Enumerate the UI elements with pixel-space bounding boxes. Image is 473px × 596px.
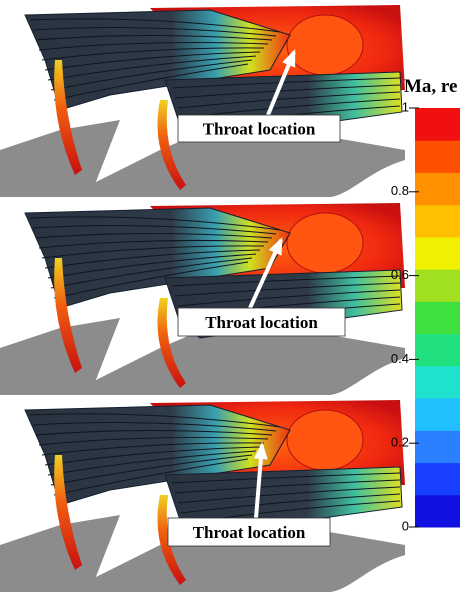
colorbar-tick-label: 0.2 xyxy=(391,435,409,450)
colorbar-band xyxy=(415,140,460,173)
colorbar-tick-label: 1 xyxy=(402,99,409,114)
annotation: Throat location xyxy=(193,523,306,542)
annotation: Throat location xyxy=(205,313,318,332)
throat-core xyxy=(287,15,363,75)
colorbar-band xyxy=(415,108,460,141)
colorbar-band xyxy=(415,430,460,463)
colorbar-band xyxy=(415,301,460,334)
colorbar-tick-label: 0.6 xyxy=(391,267,409,282)
colorbar-band xyxy=(415,398,460,431)
throat-core xyxy=(287,213,363,273)
colorbar-band xyxy=(415,463,460,496)
colorbar-band xyxy=(415,334,460,367)
colorbar-tick-label: 0.4 xyxy=(391,351,409,366)
annotation: Throat location xyxy=(203,120,316,139)
colorbar-band xyxy=(415,495,460,528)
colorbar-band xyxy=(415,172,460,205)
panel: Throat location xyxy=(0,5,405,197)
colorbar-title: Ma, re xyxy=(404,76,457,97)
figure: Ma, re Throat location Throat location Thr… xyxy=(0,0,473,596)
panel: Throat location xyxy=(0,400,405,592)
colorbar-band xyxy=(415,366,460,399)
colorbar-band xyxy=(415,237,460,270)
colorbar-tick-label: 0.8 xyxy=(391,183,409,198)
colorbar-tick-label: 0 xyxy=(402,518,409,533)
throat-core xyxy=(287,410,363,470)
colorbar-band xyxy=(415,205,460,238)
panel: Throat location xyxy=(0,203,405,395)
colorbar-band xyxy=(415,269,460,302)
